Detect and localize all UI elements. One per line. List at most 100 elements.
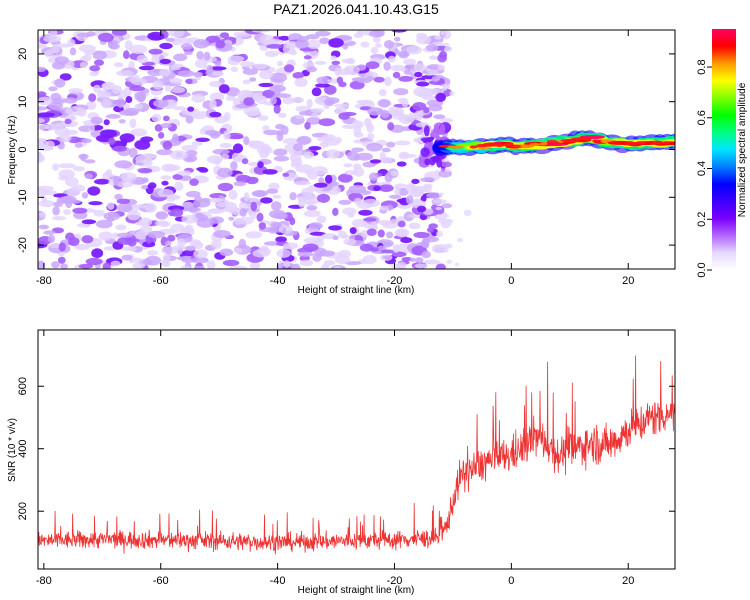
noise-blob [228, 216, 235, 221]
noise-blob [134, 91, 147, 102]
noise-blob [101, 98, 112, 109]
noise-blob [48, 86, 58, 92]
noise-blob [263, 129, 279, 136]
noise-blob [78, 263, 94, 269]
noise-blob [311, 166, 328, 176]
noise-blob [315, 83, 331, 88]
noise-blob [38, 112, 55, 118]
noise-blob [79, 61, 88, 69]
noise-blob [128, 77, 142, 83]
noise-blob [312, 253, 322, 262]
noise-blob [289, 192, 297, 201]
noise-blob [328, 225, 342, 231]
snr-x-ticks: -80 -60 -40 -20 0 20 [36, 330, 634, 587]
x-tick-label: -40 [270, 575, 286, 587]
noise-blob [153, 99, 169, 108]
noise-blob [398, 114, 415, 124]
colorbar-label: Normalized spectral amplitude [737, 82, 748, 217]
noise-blob [410, 187, 425, 196]
noise-blob [258, 82, 274, 88]
noise-blob [185, 150, 198, 157]
snr-x-axis-label: Height of straight line (km) [298, 585, 415, 596]
noise-blob [400, 237, 413, 244]
noise-blob [273, 155, 290, 162]
noise-blob [406, 45, 422, 55]
noise-blob [305, 200, 314, 206]
x-tick-label: -20 [387, 275, 403, 287]
signal-peak [624, 142, 639, 146]
noise-blob [396, 161, 407, 167]
noise-blob [397, 220, 406, 228]
noise-blob [191, 113, 207, 120]
noise-blob [383, 61, 391, 71]
noise-blob [378, 99, 391, 108]
x-tick-label: -60 [153, 575, 169, 587]
noise-blob [160, 175, 172, 180]
noise-blob [440, 30, 446, 36]
noise-blob [313, 182, 328, 188]
noise-blob [159, 42, 173, 50]
noise-blob [387, 55, 396, 63]
noise-blob [383, 40, 395, 49]
noise-blob [251, 30, 270, 33]
noise-blob [280, 125, 289, 135]
noise-blob [148, 182, 157, 190]
noise-blob [422, 95, 435, 101]
noise-blob [253, 63, 268, 70]
noise-blob [431, 244, 446, 253]
noise-blob [249, 77, 257, 82]
noise-blob [429, 55, 438, 60]
noise-blob [389, 219, 400, 224]
noise-blob [425, 44, 439, 52]
noise-blob [378, 184, 394, 192]
signal-peak [539, 142, 548, 146]
noise-blob [90, 116, 103, 125]
noise-blob [307, 39, 321, 50]
noise-blob [189, 178, 199, 186]
noise-blob [275, 212, 287, 220]
noise-blob [39, 212, 46, 218]
noise-blob [229, 265, 247, 269]
noise-blob [217, 182, 234, 192]
noise-blob [129, 44, 148, 54]
noise-blob [440, 118, 453, 123]
signal-transition-blob [441, 161, 452, 168]
noise-blob [277, 60, 283, 67]
noise-blob [270, 96, 277, 105]
noise-blob [257, 115, 269, 121]
noise-blob [151, 113, 162, 122]
noise-blob [433, 114, 446, 120]
noise-blob [257, 161, 264, 169]
noise-blob [167, 234, 176, 242]
noise-blob [166, 196, 175, 202]
noise-blob [111, 85, 122, 94]
noise-blob [142, 177, 149, 183]
noise-blob [116, 180, 134, 188]
noise-blob [330, 55, 337, 60]
noise-blob [232, 97, 241, 106]
noise-blob [311, 87, 322, 97]
noise-blob [211, 239, 222, 250]
noise-blob [338, 173, 353, 183]
noise-blob [60, 263, 68, 269]
noise-blob [159, 68, 171, 77]
noise-blob [216, 202, 229, 208]
noise-blob [123, 50, 130, 60]
noise-blob [262, 125, 270, 131]
noise-blob [432, 199, 447, 204]
noise-blob [326, 149, 340, 159]
noise-blob [252, 140, 265, 148]
noise-blob [366, 228, 377, 236]
noise-blob [381, 147, 391, 153]
noise-blob [264, 50, 279, 58]
noise-blob [57, 163, 76, 169]
noise-blob [84, 173, 94, 179]
noise-blob [74, 142, 83, 148]
colorbar-tick-label: 0.0 [696, 262, 708, 277]
noise-blob [269, 72, 287, 83]
noise-blob [391, 251, 407, 258]
noise-blob [116, 70, 134, 77]
noise-blob [388, 194, 402, 199]
noise-blob [444, 168, 451, 172]
noise-blob [338, 112, 351, 120]
